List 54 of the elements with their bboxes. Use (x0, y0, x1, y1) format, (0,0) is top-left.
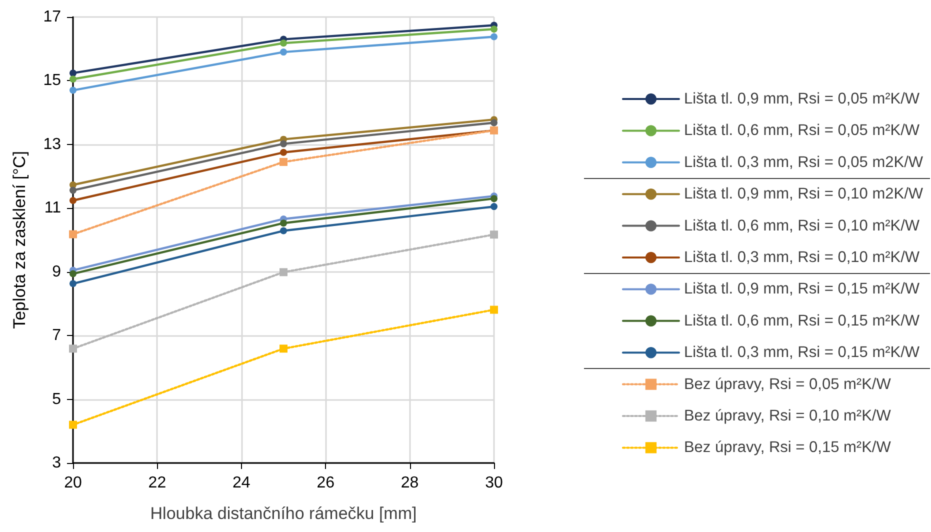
point (280, 227, 287, 234)
point (280, 148, 287, 156)
point (70, 86, 76, 94)
legend-label: Lišta tl. 0,9 mm, Rsi = 0,05 m²K/W (684, 90, 920, 108)
point (69, 230, 77, 238)
legend-label: Lišta tl. 0,3 mm, Rsi = 0,05 m2K/W (684, 154, 924, 171)
y-tick-label: 7 (52, 327, 62, 344)
point (69, 420, 77, 429)
point (280, 268, 288, 276)
legend-label: Lišta tl. 0,3 mm, Rsi = 0,15 m²K/W (684, 344, 920, 362)
point (69, 344, 77, 353)
y-tick-label: 9 (52, 263, 62, 280)
x-axis-title: Hloubka distančního rámečku [mm] (150, 504, 417, 523)
y-tick-label: 17 (43, 8, 62, 26)
legend-label: Lišta tl. 0,3 mm, Rsi = 0,10 m²K/W (684, 249, 920, 266)
legend-label: Lišta tl. 0,9 mm, Rsi = 0,10 m2K/W (684, 186, 924, 203)
point (490, 306, 498, 314)
y-tick-label: 11 (44, 200, 62, 217)
legend-label: Bez úpravy, Rsi = 0,15 m²K/W (684, 439, 892, 456)
point (70, 76, 76, 83)
point (280, 40, 287, 47)
x-tick-label: 22 (148, 474, 166, 492)
point (490, 26, 498, 33)
point (70, 270, 76, 278)
x-tick-label: 28 (400, 474, 419, 492)
point (280, 158, 288, 166)
point (70, 197, 76, 204)
x-tick-label: 30 (485, 474, 503, 492)
point (490, 119, 498, 126)
point (280, 344, 288, 353)
y-tick-label: 5 (52, 390, 62, 408)
point (280, 220, 287, 227)
point (490, 195, 498, 202)
y-axis-title: Teplota za zasklení [°C] (10, 151, 29, 329)
legend-label: Lišta tl. 0,6 mm, Rsi = 0,10 m²K/W (684, 217, 920, 234)
point (70, 280, 76, 288)
point (490, 33, 498, 40)
x-tick-label: 24 (232, 474, 250, 492)
legend-label: Lišta tl. 0,9 mm, Rsi = 0,15 m²K/W (684, 280, 920, 298)
y-tick-label: 3 (52, 454, 62, 472)
point (490, 203, 498, 210)
legend-label: Lišta tl. 0,6 mm, Rsi = 0,05 m²K/W (684, 122, 920, 140)
point (280, 48, 287, 56)
point (490, 230, 498, 239)
x-tick-label: 26 (316, 474, 335, 492)
point (280, 140, 287, 148)
y-tick-label: 13 (43, 136, 62, 153)
point (70, 186, 76, 194)
legend-label: Bez úpravy, Rsi = 0,10 m²K/W (684, 408, 892, 424)
legend-label: Bez úpravy, Rsi = 0,05 m²K/W (684, 376, 892, 393)
x-tick-label: 20 (64, 474, 82, 492)
legend-label: Lišta tl. 0,6 mm, Rsi = 0,15 m²K/W (684, 312, 920, 330)
y-tick-label: 15 (43, 72, 62, 90)
point (70, 70, 76, 77)
